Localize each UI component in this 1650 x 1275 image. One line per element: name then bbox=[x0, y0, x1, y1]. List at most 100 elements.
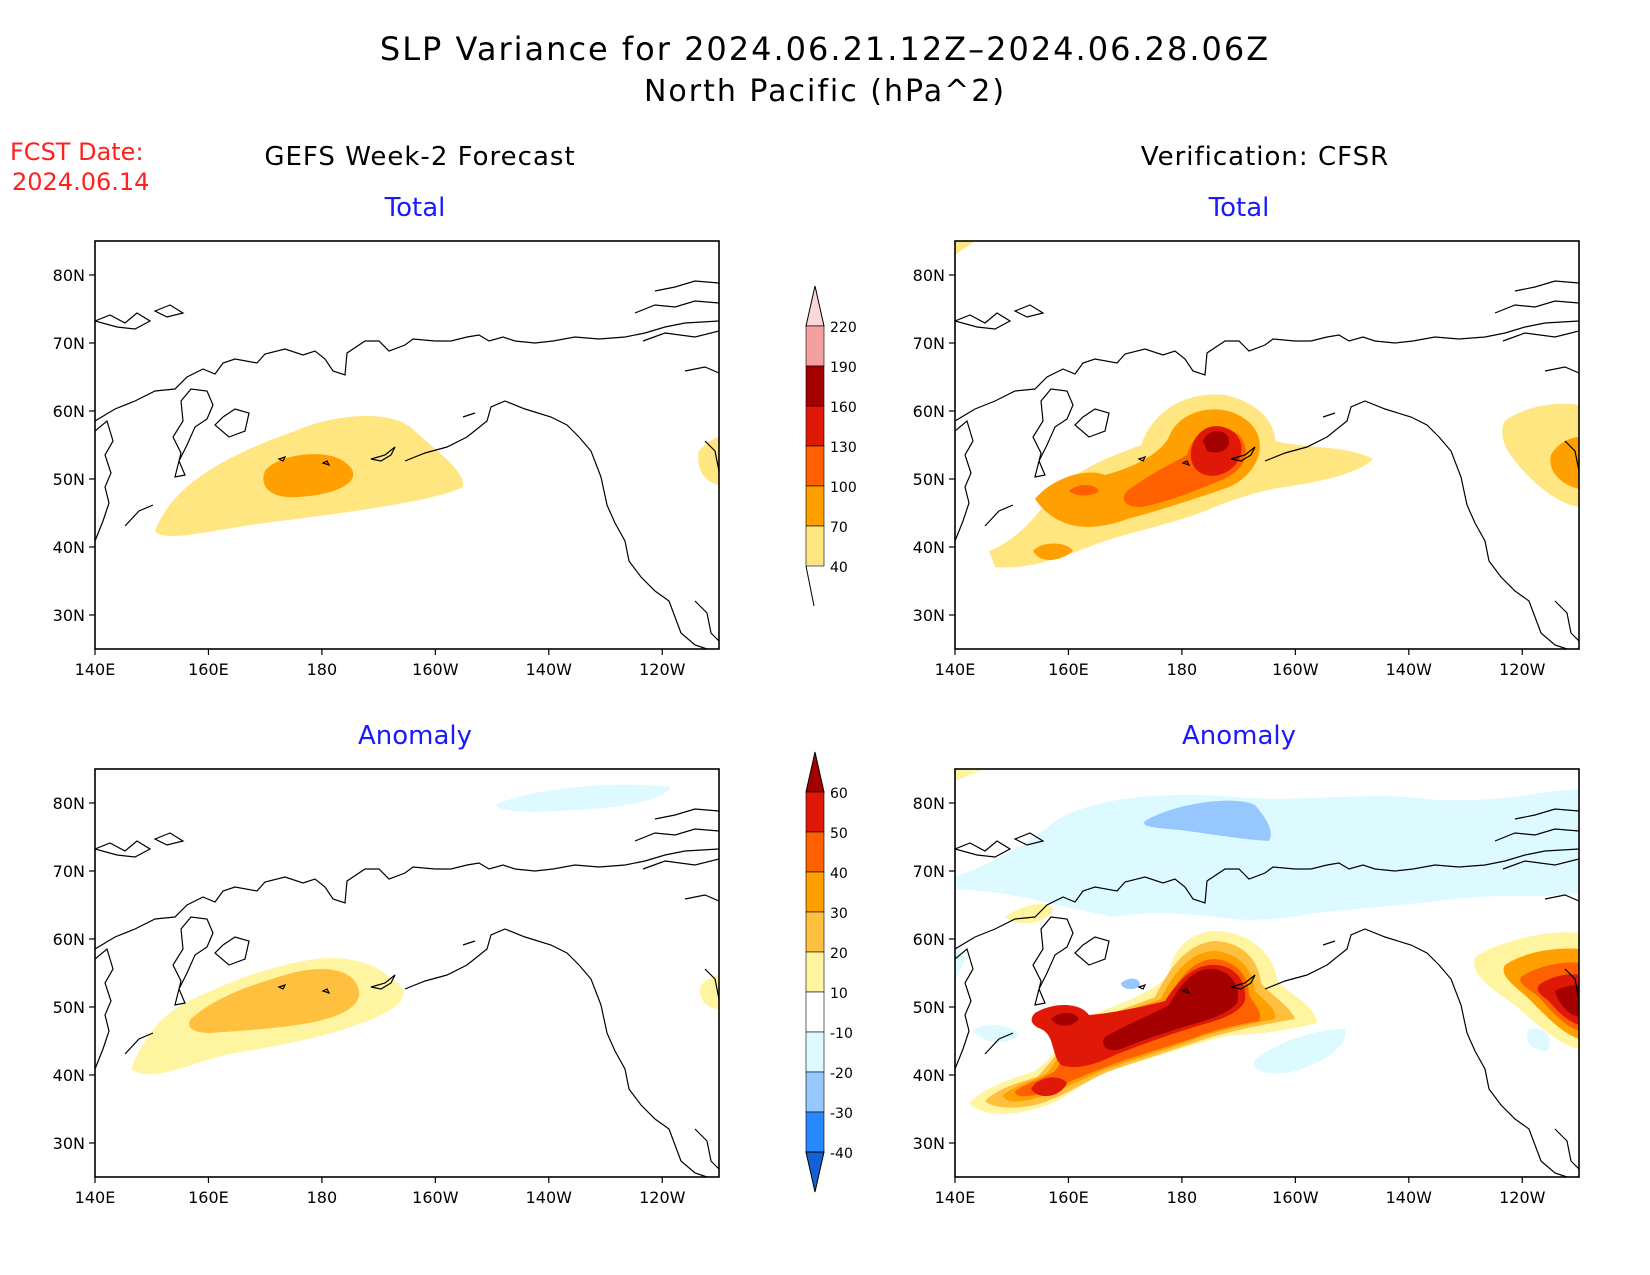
contour-region-15 bbox=[1051, 1013, 1079, 1026]
lon-label: 140W bbox=[1386, 1188, 1433, 1207]
coastline-11 bbox=[1181, 460, 1191, 467]
coastline-12 bbox=[704, 968, 719, 1000]
lat-label: 50N bbox=[913, 470, 945, 489]
coastline-8 bbox=[1322, 412, 1336, 418]
lon-label: 160W bbox=[412, 660, 459, 679]
panel-title-verification-total: Total bbox=[1208, 193, 1270, 223]
lat-label: 50N bbox=[53, 470, 85, 489]
lat-label: 70N bbox=[53, 334, 85, 353]
coastline-0 bbox=[955, 312, 1012, 330]
lon-label: 120W bbox=[1499, 1188, 1546, 1207]
coastline-9 bbox=[1230, 974, 1256, 990]
colorbar-box bbox=[805, 791, 825, 833]
coastline-9 bbox=[370, 446, 396, 462]
lon-label: 160E bbox=[1048, 1188, 1089, 1207]
lat-label: 60N bbox=[913, 930, 945, 949]
coastline-7 bbox=[404, 928, 708, 1177]
lat-label: 40N bbox=[53, 1066, 85, 1085]
coastline-11 bbox=[1181, 988, 1191, 995]
contour-region-6 bbox=[1069, 485, 1099, 496]
contour-region-7 bbox=[1121, 978, 1140, 990]
coastline-3 bbox=[95, 947, 114, 1070]
fcst-date-value: 2024.06.14 bbox=[12, 168, 150, 196]
coastline-9 bbox=[370, 974, 396, 990]
lat-label: 40N bbox=[53, 538, 85, 557]
coastline-13 bbox=[634, 808, 719, 870]
coastline-15 bbox=[1554, 600, 1579, 642]
contour-region-1 bbox=[955, 789, 1579, 920]
panel-title-forecast-total: Total bbox=[384, 193, 446, 223]
contour-region-3 bbox=[700, 975, 719, 1009]
colorbar-total-label: 130 bbox=[830, 440, 857, 456]
coastline-0 bbox=[95, 312, 152, 330]
contour-region-9 bbox=[1502, 403, 1579, 507]
lon-label: 120W bbox=[1499, 660, 1546, 679]
coastline-14 bbox=[684, 894, 719, 902]
lon-label: 160E bbox=[188, 660, 229, 679]
lat-label: 50N bbox=[53, 998, 85, 1017]
colorbar-box bbox=[805, 365, 825, 407]
colorbar-box bbox=[805, 325, 825, 367]
colorbar-anomaly-label: 10 bbox=[830, 986, 848, 1002]
lon-label: 160E bbox=[1048, 660, 1089, 679]
lat-label: 30N bbox=[913, 606, 945, 625]
lon-label: 160W bbox=[1272, 660, 1319, 679]
coastline-4 bbox=[172, 916, 214, 1006]
lon-label: 140W bbox=[1386, 660, 1433, 679]
coastline-2 bbox=[955, 320, 1579, 422]
contour-region-6 bbox=[1144, 800, 1271, 841]
contour-fills bbox=[155, 415, 719, 537]
colorbar-total-label: 100 bbox=[830, 480, 857, 496]
coastline-15 bbox=[1554, 1128, 1579, 1170]
coastlines bbox=[955, 808, 1579, 1177]
colorbar-total-label: 40 bbox=[830, 560, 848, 576]
coastline-14 bbox=[1544, 894, 1579, 902]
lon-label: 180 bbox=[307, 1188, 338, 1207]
coastlines bbox=[95, 808, 719, 1177]
coastline-1 bbox=[1013, 304, 1045, 318]
lat-label: 80N bbox=[913, 266, 945, 285]
coastline-3 bbox=[955, 419, 974, 542]
map-frame bbox=[954, 768, 1580, 1178]
contour-region-22 bbox=[1555, 985, 1579, 1017]
colorbar-total: 40 70 100 130 160 190 220 bbox=[805, 285, 857, 607]
colorbar-box bbox=[805, 951, 825, 993]
colorbar-box bbox=[805, 445, 825, 487]
lon-label: 120W bbox=[639, 660, 686, 679]
right-column-title: Verification: CFSR bbox=[1140, 142, 1390, 172]
contour-region-0 bbox=[955, 769, 985, 781]
lat-label: 30N bbox=[53, 606, 85, 625]
lon-label: 140W bbox=[526, 660, 573, 679]
coastline-2 bbox=[95, 848, 719, 950]
coastline-4 bbox=[1032, 916, 1074, 1006]
lat-label: 70N bbox=[913, 334, 945, 353]
lat-label: 70N bbox=[53, 862, 85, 881]
contour-region-5 bbox=[1203, 430, 1230, 453]
coastline-10 bbox=[277, 455, 287, 462]
lat-label: 60N bbox=[53, 930, 85, 949]
fcst-date-label: FCST Date: bbox=[10, 138, 144, 166]
lon-label: 180 bbox=[307, 660, 338, 679]
colorbar-anomaly-label: 50 bbox=[830, 826, 848, 842]
coastline-0 bbox=[95, 840, 152, 858]
coastline-7 bbox=[404, 400, 708, 649]
coastline-5 bbox=[214, 936, 250, 966]
coastline-6 bbox=[984, 504, 1014, 527]
lon-label: 140E bbox=[935, 660, 976, 679]
left-column-title: GEFS Week-2 Forecast bbox=[264, 142, 576, 172]
coastlines bbox=[955, 280, 1579, 649]
colorbar-box bbox=[805, 525, 825, 567]
lat-label: 30N bbox=[913, 1134, 945, 1153]
coastline-0 bbox=[955, 840, 1012, 858]
coastlines bbox=[95, 280, 719, 649]
lon-label: 140E bbox=[75, 660, 116, 679]
map-background bbox=[95, 769, 719, 1177]
coastline-4 bbox=[1032, 388, 1074, 478]
coastline-8 bbox=[462, 412, 476, 418]
contour-fills bbox=[955, 769, 1579, 1114]
contour-fills bbox=[131, 784, 719, 1075]
coastline-7 bbox=[1264, 400, 1568, 649]
lat-label: 50N bbox=[913, 998, 945, 1017]
coastline-8 bbox=[1322, 940, 1336, 946]
